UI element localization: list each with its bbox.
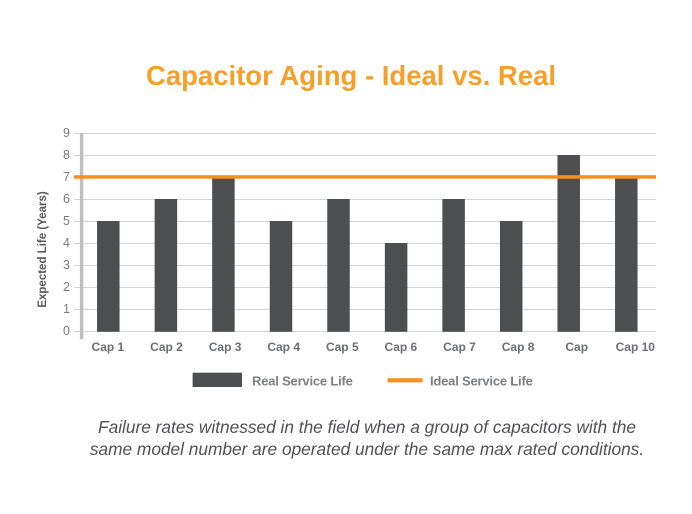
- svg-text:Ideal Service Life: Ideal Service Life: [430, 374, 533, 389]
- svg-text:Cap 4: Cap 4: [267, 340, 300, 354]
- svg-text:Cap 1: Cap 1: [92, 340, 125, 354]
- svg-text:Cap 3: Cap 3: [209, 340, 242, 354]
- svg-text:5: 5: [63, 214, 70, 228]
- svg-text:Cap 2: Cap 2: [150, 340, 183, 354]
- svg-text:2: 2: [63, 280, 70, 294]
- svg-text:Cap 7: Cap 7: [443, 340, 476, 354]
- svg-text:Cap: Cap: [565, 340, 588, 354]
- svg-text:8: 8: [63, 148, 70, 162]
- svg-text:7: 7: [63, 170, 70, 184]
- svg-text:Cap 8: Cap 8: [502, 340, 535, 354]
- svg-text:Cap 10: Cap 10: [616, 340, 656, 354]
- svg-text:1: 1: [63, 302, 70, 316]
- svg-text:Real Service Life: Real Service Life: [252, 374, 353, 389]
- svg-text:Cap 6: Cap 6: [385, 340, 418, 354]
- svg-text:3: 3: [63, 258, 70, 272]
- svg-text:Cap 5: Cap 5: [326, 340, 359, 354]
- svg-text:4: 4: [63, 236, 70, 250]
- svg-text:6: 6: [63, 192, 70, 206]
- svg-text:0: 0: [63, 324, 70, 338]
- svg-text:9: 9: [63, 126, 70, 140]
- svg-text:Expected Life (Years): Expected Life (Years): [37, 191, 49, 307]
